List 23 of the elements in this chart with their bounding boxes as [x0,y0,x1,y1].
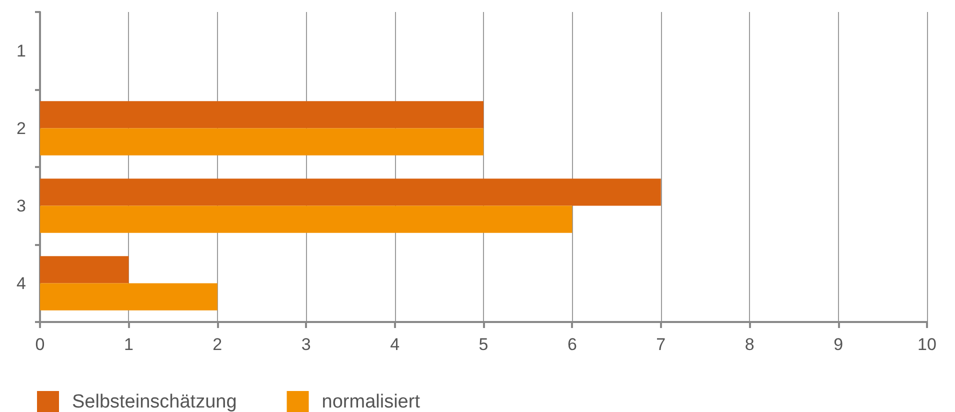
x-tick-label: 9 [834,335,844,354]
x-tick-label: 10 [918,335,936,354]
legend-label: Selbsteinschätzung [72,392,237,412]
x-tick-label: 0 [35,335,45,354]
y-tick-label: 3 [16,196,26,216]
x-tick-label: 5 [478,335,488,354]
y-tick-label: 4 [16,274,26,293]
bar [40,178,661,206]
x-tick-label: 8 [744,335,754,354]
x-tick-label: 1 [124,335,134,354]
x-tick-label: 3 [301,335,311,354]
bar [40,283,218,310]
x-tick-label: 4 [390,335,400,354]
x-tick-label: 6 [567,335,577,354]
y-tick-label: 1 [16,41,26,60]
y-tick-label: 2 [16,118,26,138]
x-tick-label: 2 [212,335,222,354]
bar [40,101,484,128]
bar [40,206,572,233]
x-tick-label: 7 [656,335,666,354]
bar [40,128,484,156]
legend-label: normalisiert [322,392,421,412]
bar [40,256,129,284]
